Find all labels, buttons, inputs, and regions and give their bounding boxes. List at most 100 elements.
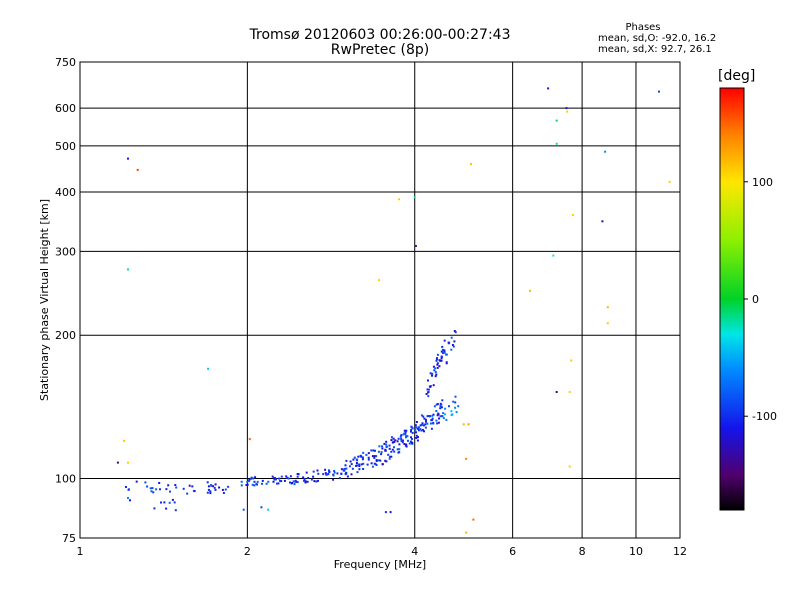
data-point [306, 480, 309, 483]
data-point [378, 279, 380, 282]
data-point [250, 476, 253, 479]
data-point [437, 412, 440, 415]
data-point [252, 477, 255, 480]
x-tick-label: 2 [244, 545, 251, 558]
data-point [328, 469, 330, 472]
data-point [467, 423, 470, 426]
data-point [420, 423, 423, 426]
data-point [289, 475, 292, 478]
data-point [438, 417, 441, 420]
data-point [424, 423, 427, 426]
data-point [398, 198, 401, 201]
data-point [169, 490, 171, 493]
data-point [442, 352, 445, 355]
data-point [426, 388, 429, 391]
data-point [435, 419, 438, 422]
data-point [568, 465, 571, 468]
data-point [381, 447, 384, 450]
data-point [129, 499, 131, 502]
data-point [302, 476, 305, 479]
data-point [303, 479, 305, 482]
data-point [433, 369, 436, 372]
data-point [441, 415, 444, 418]
data-point [433, 405, 436, 408]
x-tick-label: 8 [579, 545, 586, 558]
data-point [416, 439, 419, 442]
data-point [448, 341, 451, 344]
data-point [436, 422, 439, 425]
y-tick-label: 500 [55, 140, 76, 153]
data-point [367, 456, 370, 459]
data-point [352, 458, 355, 461]
data-point [207, 485, 210, 488]
data-point [360, 463, 363, 466]
data-point [305, 471, 308, 474]
data-point [312, 475, 315, 478]
y-tick-label: 400 [55, 186, 76, 199]
data-point [253, 484, 256, 487]
data-point [424, 418, 427, 421]
data-point [465, 457, 468, 460]
data-point [255, 482, 258, 485]
data-point [441, 348, 444, 351]
x-tick-label: 6 [509, 545, 516, 558]
data-point [415, 431, 417, 434]
y-tick-label: 300 [55, 245, 76, 258]
data-point [423, 430, 425, 433]
data-point [425, 393, 428, 395]
data-point [362, 468, 365, 470]
data-point [436, 366, 439, 369]
data-point [165, 507, 168, 510]
data-point [440, 356, 443, 358]
data-point [434, 371, 437, 373]
data-point [436, 362, 439, 365]
data-point [385, 443, 388, 446]
data-point [254, 476, 257, 479]
data-point [420, 414, 423, 417]
data-point [417, 427, 419, 430]
data-point [371, 455, 374, 458]
data-point [432, 421, 435, 424]
colorbar-tick-label: 0 [752, 293, 759, 306]
data-point [443, 339, 446, 342]
data-point [160, 501, 162, 504]
y-axis-label: Stationary phase Virtual Height [km] [38, 199, 51, 401]
data-point [125, 486, 127, 488]
x-tick-label: 10 [629, 545, 643, 558]
data-point [454, 401, 457, 404]
data-point [422, 415, 425, 418]
data-point [242, 508, 245, 511]
data-point [359, 454, 362, 457]
phase-stats: Phases mean, sd,O: -92.0, 16.2 mean, sd,… [598, 22, 716, 55]
data-point [265, 482, 268, 485]
data-point [291, 482, 294, 484]
data-point [213, 486, 216, 489]
phase-stats-x: mean, sd,X: 92.7, 26.1 [598, 44, 712, 55]
data-point [248, 478, 251, 481]
data-point [455, 411, 458, 414]
data-point [151, 487, 154, 490]
data-point [377, 459, 380, 462]
data-point [450, 336, 453, 339]
data-point [209, 490, 212, 493]
data-point [322, 473, 325, 476]
data-point [555, 391, 558, 393]
y-tick-label: 200 [55, 329, 76, 342]
data-point [344, 473, 347, 476]
data-point [391, 448, 394, 451]
data-point [207, 488, 210, 491]
data-point [410, 436, 412, 439]
data-point [260, 506, 263, 509]
data-point [333, 471, 336, 474]
data-point [251, 483, 254, 486]
data-point [123, 439, 125, 442]
data-point [414, 424, 417, 427]
data-point [434, 367, 437, 370]
data-point [396, 440, 399, 443]
data-point [370, 462, 373, 465]
data-point [453, 330, 456, 332]
data-point [317, 472, 320, 475]
data-point [371, 465, 374, 468]
data-point [272, 480, 275, 483]
data-point [437, 421, 440, 424]
